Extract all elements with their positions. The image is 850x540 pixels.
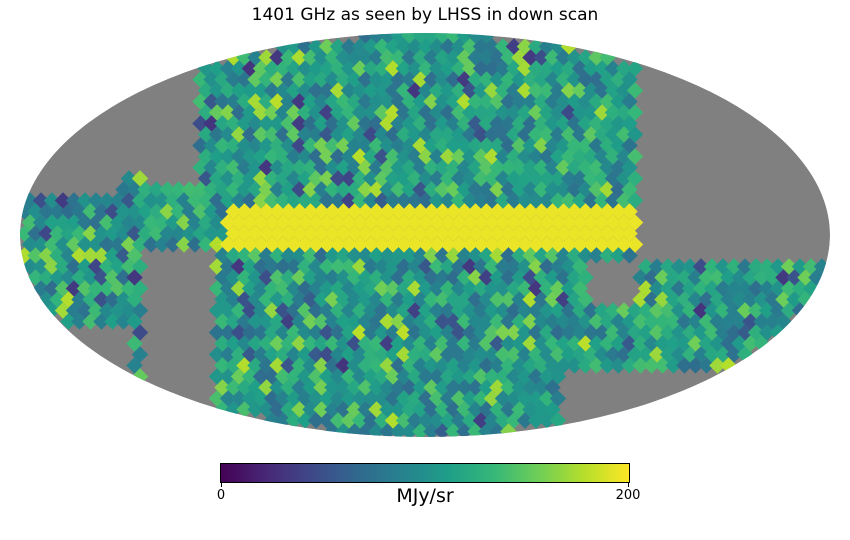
colorbar-tick-min [221,483,222,487]
map-pixel [186,236,204,253]
chart-title: 1401 GHz as seen by LHSS in down scan [251,5,599,25]
map-pixel [588,247,605,264]
map-pixel [687,357,704,374]
map-pixel [379,423,396,437]
map-pixel [632,357,649,374]
map-pixel [390,423,407,437]
map-pixel [93,313,110,330]
map-pixel [643,357,660,374]
map-pixel [610,357,627,374]
map-pixel [599,247,616,264]
colorbar-tick-max [628,483,629,487]
map-pixel [175,236,193,253]
map-pixel [307,412,325,429]
map-pixel [538,412,556,429]
map-pixel [236,401,253,418]
map-pixel [516,412,534,429]
colorbar-unit-label: MJy/sr [396,485,454,507]
map-pixel [142,236,160,253]
map-pixel [621,247,638,264]
map-pixel [665,357,682,374]
map-pixel [527,412,545,429]
map-pixel [588,357,605,374]
map-pixel [676,357,693,374]
colorbar [220,463,630,483]
map-pixels [20,33,830,437]
map-pixel [164,236,182,253]
map-pixel [709,357,726,374]
colorbar-tick-label-min: 0 [216,488,226,503]
map-pixel [577,357,594,374]
map-pixel [296,412,314,429]
map-pixel [60,313,77,330]
map-pixel [456,423,473,437]
colorbar-gradient [220,463,630,483]
map-pixel [412,423,429,437]
map-pixel [566,357,583,374]
map-pixel [104,313,121,330]
map-pixel [599,357,616,374]
map-pixel [549,412,567,429]
colorbar-tick-label-max: 200 [615,488,641,503]
map-pixel [434,423,451,437]
map-pixel [401,423,418,437]
map-pixel [115,313,132,330]
map-pixel [621,357,638,374]
map-pixel [197,236,215,253]
map-pixel [82,313,99,330]
map-pixel [423,423,440,437]
map-pixel [654,357,671,374]
map-pixel [445,423,462,437]
map-pixel [153,236,171,253]
map-pixel [285,412,303,429]
map-pixel [247,401,264,418]
map-pixel [698,357,715,374]
map-pixel [610,247,627,264]
mollweide-sky-map [20,33,830,437]
map-pixel [71,313,88,330]
